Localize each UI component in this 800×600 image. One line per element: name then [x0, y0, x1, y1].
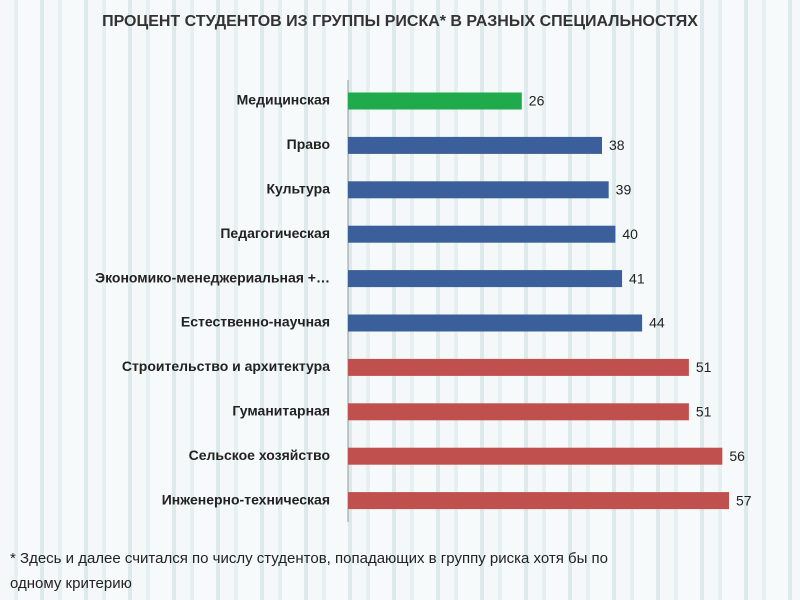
value-label: 51 [696, 404, 712, 420]
category-label: Естественно-научная [181, 314, 330, 330]
value-label: 38 [609, 137, 625, 153]
value-label: 44 [649, 315, 665, 331]
value-label: 26 [529, 93, 545, 109]
footnote: * Здесь и далее считался по числу студен… [10, 550, 609, 567]
bar [348, 447, 723, 465]
category-label: Сельское хозяйство [189, 447, 330, 463]
bar [348, 92, 522, 110]
bar [348, 403, 689, 421]
category-label: Педагогическая [220, 225, 330, 241]
bar [348, 358, 689, 376]
category-label: Гуманитарная [232, 403, 330, 419]
category-label: Строительство и архитектура [122, 358, 330, 374]
bar [348, 492, 729, 510]
bar [348, 181, 609, 199]
category-label: Экономико-менеджериальная +… [95, 269, 330, 285]
value-label: 57 [736, 492, 752, 508]
bar [348, 136, 602, 154]
category-label: Культура [266, 181, 330, 197]
category-label: Инженерно-техническая [162, 491, 330, 507]
value-label: 56 [729, 448, 745, 464]
bar [348, 314, 643, 332]
value-label: 40 [622, 226, 638, 242]
chart-title: ПРОЦЕНТ СТУДЕНТОВ ИЗ ГРУППЫ РИСКА* В РАЗ… [102, 13, 698, 30]
value-label: 41 [629, 270, 645, 286]
bar [348, 270, 623, 288]
footnote: одному критерию [10, 575, 132, 592]
category-label: Право [287, 136, 330, 152]
value-label: 39 [616, 182, 632, 198]
category-label: Медицинская [237, 92, 330, 108]
value-label: 51 [696, 359, 712, 375]
bar [348, 225, 616, 243]
